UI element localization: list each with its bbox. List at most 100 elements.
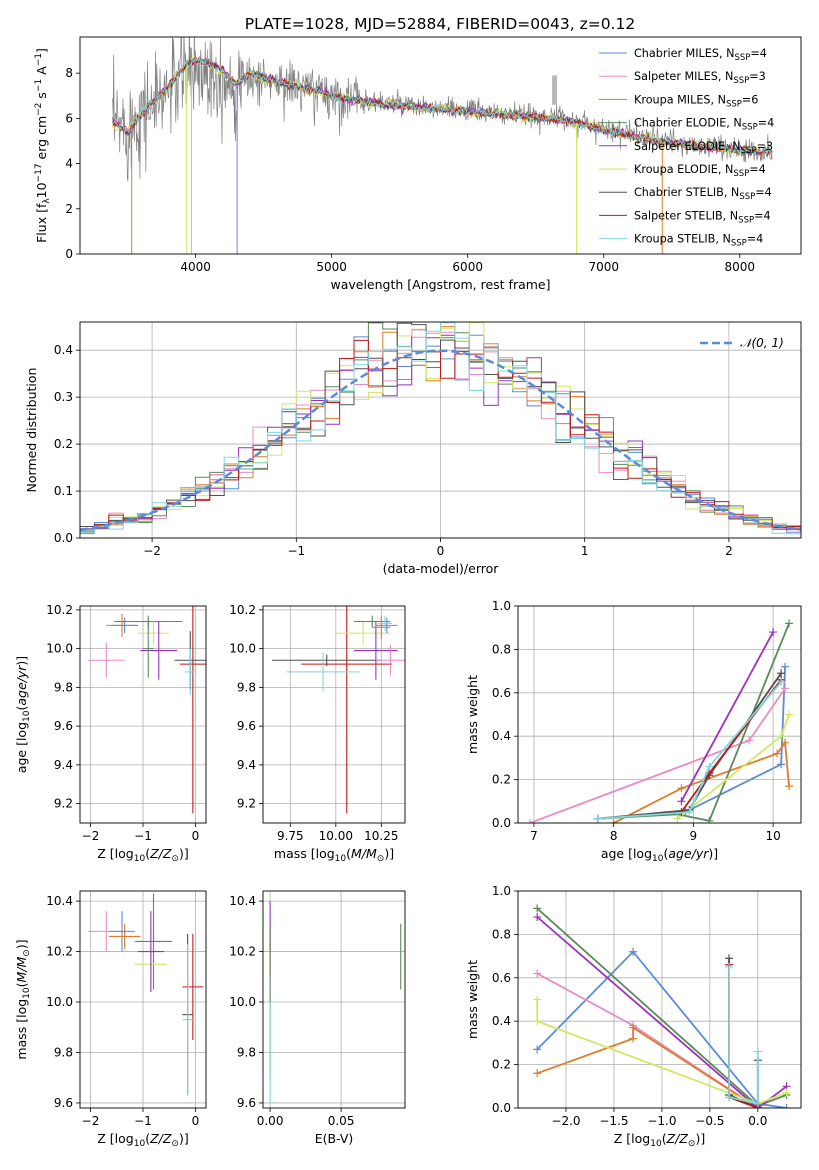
y-tick-label: 9.8: [54, 680, 73, 694]
weight-line: [536, 950, 787, 1108]
weight-marker: [753, 1099, 762, 1108]
weight-marker: [769, 628, 778, 637]
x-axis-label: E(B-V): [315, 1131, 354, 1146]
weight-marker: [533, 904, 542, 913]
x-tick-label: 8: [610, 829, 618, 843]
y-tick-label: 0.3: [54, 390, 73, 404]
age-vs-mass-panel: 9.75 10.00 10.25 9.2 9.4 9.6 9.8 10.0 10.2 mass […: [229, 603, 406, 864]
x-tick-label: 6000: [452, 260, 483, 274]
y-tick-label: 10.4: [229, 894, 256, 908]
y-tick-label: 9.2: [237, 797, 256, 811]
weight-marker: [785, 710, 794, 719]
legend-entry: Kroupa STELIB, NSSP=4: [634, 233, 763, 249]
weight-marker: [725, 962, 734, 971]
x-tick-label: 0: [192, 1114, 200, 1128]
legend-entry: Salpeter STELIB, NSSP=4: [634, 209, 771, 225]
y-tick-label: 9.6: [54, 719, 73, 733]
spectrum-panel: 4000 5000 6000 7000 8000 0 2 4 6 8 Chabrier MILES,…: [34, 36, 802, 292]
weight-marker: [677, 797, 686, 806]
weight-marker: [753, 1047, 762, 1056]
x-tick-label: 10: [765, 829, 780, 843]
weight-marker: [785, 619, 794, 628]
weight-marker: [725, 1093, 734, 1102]
x-tick-label: −1: [134, 1114, 152, 1128]
y-tick-label: 9.4: [54, 758, 73, 772]
y-tick-label: 0.6: [492, 686, 511, 700]
x-tick-label: 9: [690, 829, 698, 843]
weight-marker: [782, 1104, 791, 1108]
y-tick-label: 6: [65, 111, 73, 125]
x-tick-label: 8000: [725, 260, 756, 274]
weight-marker: [629, 1023, 638, 1032]
x-tick-label: 0.0: [748, 1114, 767, 1128]
legend-entry: Chabrier MILES, NSSP=4: [634, 47, 767, 63]
y-tick-label: 9.8: [54, 1045, 73, 1059]
weight-marker: [705, 762, 714, 771]
x-tick-label: 10.00: [319, 829, 353, 843]
y-tick-label: 0.0: [492, 1101, 511, 1115]
x-tick-label: −2: [82, 829, 100, 843]
y-tick-label: 1.0: [492, 884, 511, 898]
residuals-panel: −2 −1 0 1 2 0.0 0.1 0.2 0.3 0.4 𝒩(0, 1) (data-model…: [24, 321, 802, 576]
x-axis-label: (data-model)/error: [383, 561, 500, 576]
weight-marker: [533, 995, 542, 1004]
weight-marker: [629, 1034, 638, 1043]
axes-frame: [79, 890, 207, 1109]
age-vs-mass-plot-area: [272, 606, 405, 814]
x-tick-label: 7000: [588, 260, 619, 274]
y-tick-label: 0.8: [492, 642, 511, 656]
axes-frame: [517, 605, 802, 824]
weight-marker: [745, 736, 754, 745]
x-tick-label: 4000: [180, 260, 211, 274]
age-vs-Z-plot-area: [87, 606, 206, 814]
weight-line: [597, 681, 782, 820]
weight-marker: [533, 969, 542, 978]
x-tick-label: −1.5: [599, 1114, 628, 1128]
x-axis-label: wavelength [Angstrom, rest frame]: [330, 277, 550, 292]
legend-entry: Salpeter MILES, NSSP=3: [634, 70, 766, 86]
x-tick-label: −1: [287, 544, 305, 558]
y-axis-label: mass [log10(M/M⊙)]: [14, 939, 32, 1059]
weight-marker: [533, 1069, 542, 1078]
x-tick-label: 10.25: [364, 829, 398, 843]
weight-line: [536, 1026, 759, 1108]
weight-marker: [781, 738, 790, 747]
x-tick-label: −1.0: [647, 1114, 676, 1128]
axes-frame: [262, 890, 406, 1109]
weight-marker: [782, 1088, 791, 1097]
weight-marker: [781, 684, 790, 693]
legend-entry: Kroupa MILES, NSSP=6: [634, 93, 758, 109]
weight-marker: [685, 808, 694, 817]
y-tick-label: 10.4: [46, 894, 73, 908]
residual-histogram: [80, 322, 801, 533]
x-tick-label: 5000: [316, 260, 347, 274]
y-axis-label: Normed distribution: [24, 368, 39, 493]
x-tick-label: 9.75: [277, 829, 304, 843]
residual-histogram: [80, 339, 801, 534]
legend-entry: Chabrier STELIB, NSSP=4: [634, 186, 772, 202]
weight-marker: [533, 913, 542, 922]
weight-marker: [525, 819, 534, 823]
weight-marker: [609, 819, 618, 823]
weight-line: [680, 631, 774, 802]
y-axis-label: Flux [fλ10−17 erg cm−2 s−1 A−1]: [34, 48, 52, 243]
x-tick-label: 7: [530, 829, 538, 843]
x-tick-label: 2: [725, 544, 733, 558]
axes-frame: [79, 605, 207, 824]
residual-histogram: [80, 326, 801, 533]
y-tick-label: 10.2: [46, 945, 73, 959]
y-tick-label: 10.0: [229, 995, 256, 1009]
y-tick-label: 0.8: [492, 927, 511, 941]
y-tick-label: 10.2: [46, 603, 73, 617]
x-axis-label: mass [log10(M/M⊙)]: [274, 846, 394, 864]
y-tick-label: 0.0: [492, 816, 511, 830]
axes-frame: [262, 605, 406, 824]
legend-entry: 𝒩(0, 1): [740, 336, 784, 350]
x-axis-label: age [log10(age/yr)]: [601, 846, 718, 864]
weight-marker: [777, 732, 786, 741]
y-tick-label: 9.6: [237, 1096, 256, 1110]
figure-title: PLATE=1028, MJD=52884, FIBERID=0043, z=0…: [245, 15, 635, 33]
weight-marker: [673, 814, 682, 823]
y-tick-label: 1.0: [492, 599, 511, 613]
